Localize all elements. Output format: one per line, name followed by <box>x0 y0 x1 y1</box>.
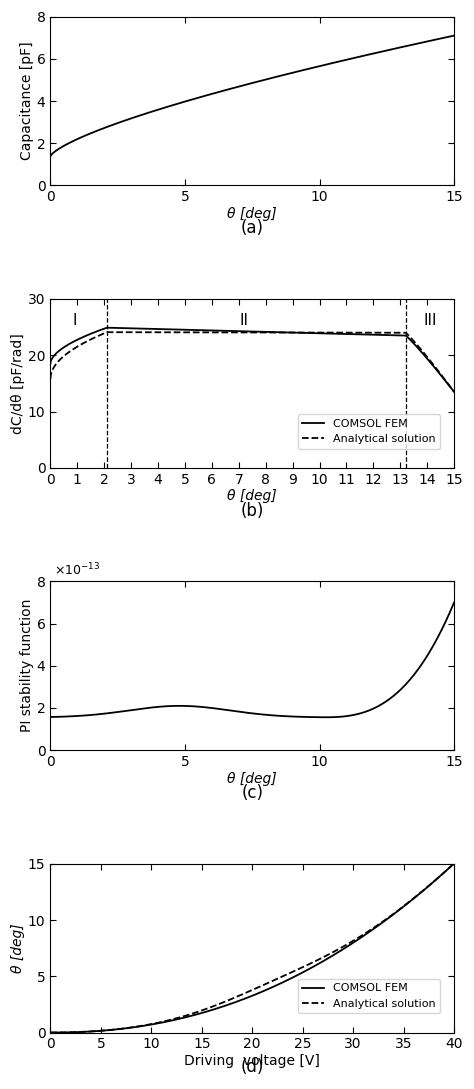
X-axis label: Driving  voltage [V]: Driving voltage [V] <box>184 1054 320 1068</box>
Text: II: II <box>240 313 249 328</box>
X-axis label: θ [deg]: θ [deg] <box>228 489 277 503</box>
Text: (a): (a) <box>241 219 264 237</box>
Text: (c): (c) <box>241 784 263 802</box>
Y-axis label: θ [deg]: θ [deg] <box>11 923 25 972</box>
Text: III: III <box>423 313 437 328</box>
Legend: COMSOL FEM, Analytical solution: COMSOL FEM, Analytical solution <box>298 414 440 449</box>
Text: I: I <box>73 313 77 328</box>
Text: (b): (b) <box>240 502 264 519</box>
Text: (d): (d) <box>240 1057 264 1076</box>
Y-axis label: PI stability function: PI stability function <box>20 599 34 733</box>
X-axis label: θ [deg]: θ [deg] <box>228 207 277 221</box>
Text: $\times10^{-13}$: $\times10^{-13}$ <box>55 562 100 578</box>
Legend: COMSOL FEM, Analytical solution: COMSOL FEM, Analytical solution <box>298 979 440 1014</box>
Y-axis label: Capacitance [pF]: Capacitance [pF] <box>20 41 34 160</box>
Y-axis label: dC/dθ [pF/rad]: dC/dθ [pF/rad] <box>11 333 25 433</box>
X-axis label: θ [deg]: θ [deg] <box>228 772 277 786</box>
